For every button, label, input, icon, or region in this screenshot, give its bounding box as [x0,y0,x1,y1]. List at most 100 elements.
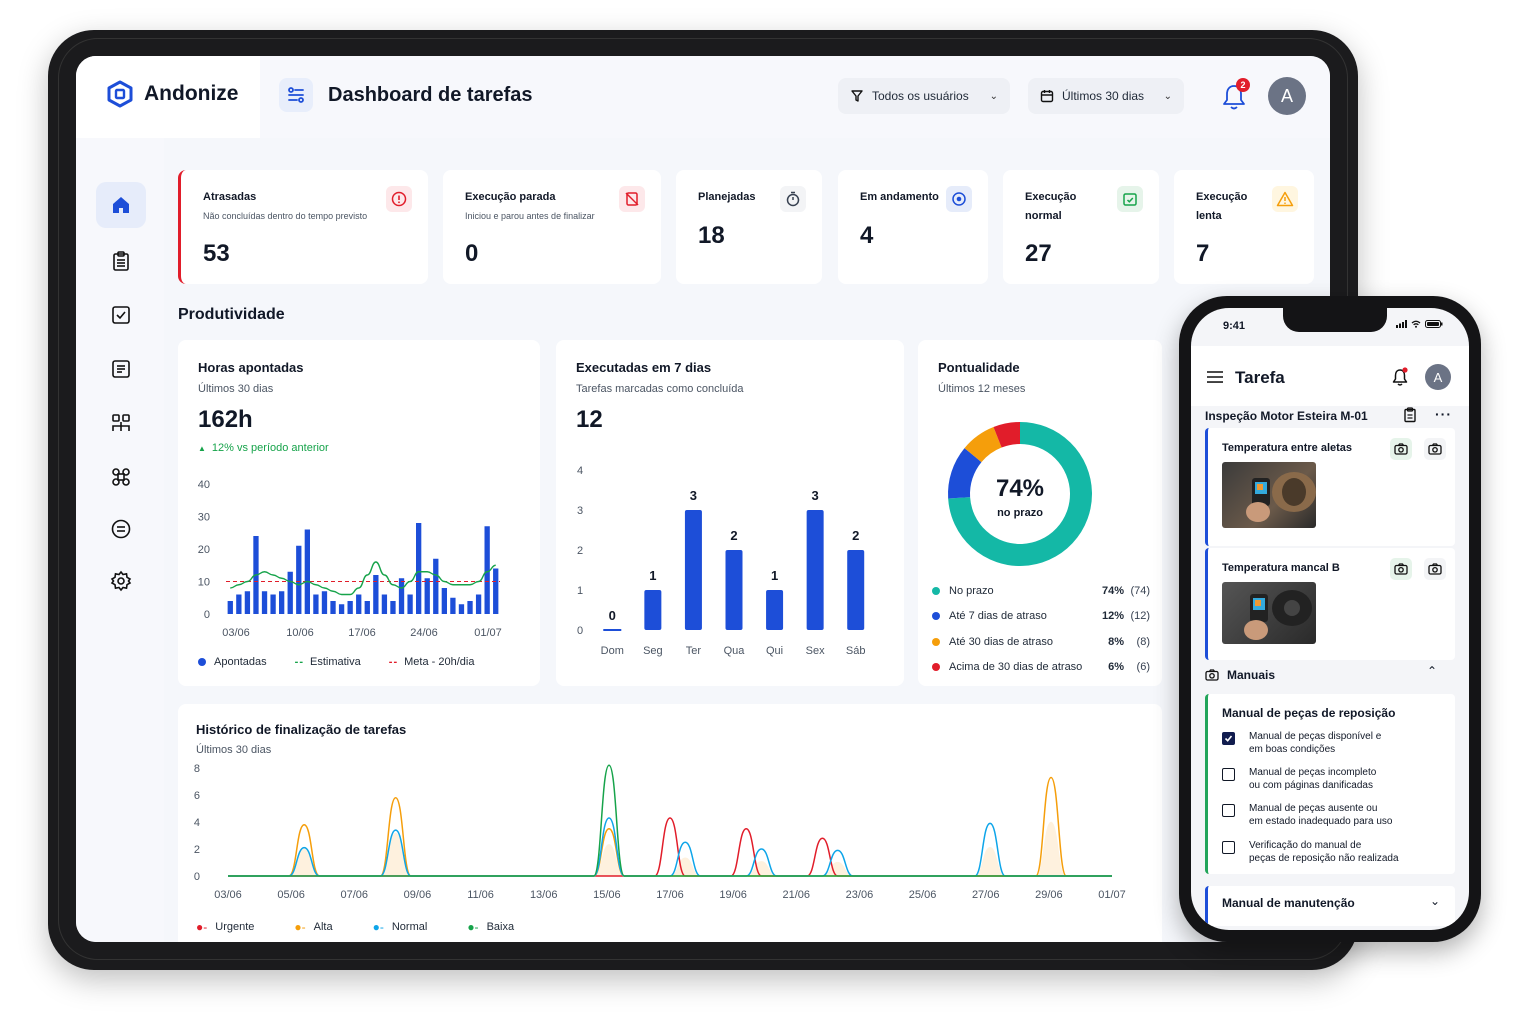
sidebar-item-feedback[interactable] [96,506,146,552]
sidebar-item-team[interactable] [96,400,146,446]
bell-icon[interactable] [1391,367,1409,387]
checklist-label-line: Manual de peças disponível e [1249,731,1382,742]
x-tick-label: 15/06 [593,889,621,901]
legend-item-goal: - - Meta - 20h/dia [389,656,475,668]
checklist-label: Manual de peças ausente ou em estado inad… [1249,802,1392,828]
manuals-label: Manuais [1227,668,1276,682]
thermal-photo-thumbnail[interactable] [1222,462,1316,528]
x-tick-label: 21/06 [783,889,811,901]
x-tick-label: 13/06 [530,889,558,901]
users-filter-value: Todos os usuários [872,89,969,103]
x-tick-label: 17/06 [656,889,684,901]
y-tick-label: 30 [198,512,210,524]
x-tick-label: 01/07 [1098,889,1126,901]
clipboard-icon[interactable] [1403,407,1417,423]
phone-avatar[interactable]: A [1425,364,1451,390]
calendar-check-icon [1117,186,1143,212]
checkbox[interactable] [1222,768,1235,781]
more-options-icon[interactable]: ··· [1435,406,1452,422]
kpi-card-stopped[interactable]: Execução parada Iniciou e parou antes de… [443,170,661,284]
y-tick-label: 0 [204,609,210,621]
sidebar-item-tasks[interactable] [96,238,146,284]
checkbox[interactable] [1222,804,1235,817]
x-tick-label: 11/06 [467,889,494,901]
brand-logo[interactable]: Andonize [106,80,239,108]
camera-icon[interactable] [1424,438,1446,460]
x-tick-label: 05/06 [277,889,305,901]
period-filter-select[interactable]: Últimos 30 dias ⌄ [1028,78,1184,114]
checklist-item[interactable]: Verificação do manual de peças de reposiç… [1222,839,1399,865]
checklist-item[interactable]: Manual de peças disponível e em boas cond… [1222,730,1381,756]
y-tick-label: 0 [577,625,583,637]
kpi-card-in-progress[interactable]: Em andamento 4 [838,170,988,284]
bar [407,594,413,614]
camera-icon[interactable] [1390,558,1412,580]
legend-label: Alta [313,921,333,933]
data-label: 2 [730,528,737,543]
brand-panel [76,56,260,138]
bar [356,594,362,614]
andonize-logo-icon [107,80,133,108]
page-title: Dashboard de tarefas [328,84,533,106]
sidebar-item-checklist[interactable] [96,292,146,338]
legend-dot [932,637,940,646]
y-tick-label: 8 [194,763,200,775]
checklist-label-line: Manual de peças ausente ou [1249,803,1378,814]
wifi-icon [1412,320,1421,328]
bar [475,594,482,614]
checklist-item[interactable]: Manual de peças incompleto ou com páginas… [1222,766,1376,792]
card-title: Temperatura entre aletas [1222,442,1353,454]
smile-icon [111,519,131,539]
measurement-card[interactable]: Temperatura entre aletas [1205,428,1455,546]
legend-item-low: ●- Baixa [467,920,514,934]
series-line [227,764,1112,877]
users-filter-select[interactable]: Todos os usuários ⌄ [838,78,1010,114]
y-tick-label: 40 [198,479,210,491]
hours-legend: Apontadas - - Estimativa - - Meta - 20h/di… [198,656,474,668]
camera-icon [1205,669,1219,681]
data-label: 2 [852,528,859,543]
executed-chart: 0 1 2 3 4 0 Dom 1 Seg 3 Ter 2 Qua 1 Qui 3 Sex 2 Sáb [577,465,866,657]
legend-pct: 74% [1101,584,1124,597]
checklist-label-line: em boas condições [1249,744,1336,755]
bar [321,591,328,614]
status-icons [1395,320,1443,330]
kpi-card-planned[interactable]: Planejadas 18 [676,170,822,284]
checklist-item[interactable]: Manual de peças ausente ou em estado inad… [1222,802,1392,828]
bar [725,550,743,630]
kpi-title: Execução parada [465,191,556,203]
chevron-up-icon[interactable]: ⌃ [1427,664,1438,678]
camera-icon[interactable] [1424,558,1446,580]
bar [296,545,302,614]
history-legend: ●- Urgente ●- Alta ●- Normal ●- Baixa [196,920,514,934]
thermal-photo-thumbnail[interactable] [1222,582,1316,644]
y-tick-label: 1 [577,585,583,597]
manual-card-collapsed[interactable]: Manual de manutenção ⌄ [1205,886,1455,926]
period-filter-value: Últimos 30 dias [1062,89,1145,103]
kpi-card-normal[interactable]: Execução normal 27 [1003,170,1159,284]
camera-icon[interactable] [1390,438,1412,460]
measurement-card[interactable]: Temperatura mancal B [1205,548,1455,660]
sidebar-item-groups[interactable] [96,454,146,500]
manuals-section-header[interactable]: Manuais [1205,668,1275,682]
sidebar-item-documents[interactable] [96,346,146,392]
checkbox[interactable] [1222,841,1235,854]
user-avatar[interactable]: A [1268,77,1306,115]
x-tick-label: 19/06 [719,889,747,901]
kpi-card-slow[interactable]: Execução lenta 7 [1174,170,1314,284]
hamburger-menu-icon[interactable] [1207,370,1223,384]
bar [467,601,473,614]
checklist-icon [112,306,130,324]
sidebar-item-home[interactable] [96,182,146,228]
card-title: Histórico de finalização de tarefas [196,722,407,737]
kpi-value: 0 [465,240,479,267]
sidebar-item-settings[interactable] [96,558,146,604]
kpi-value: 4 [860,222,874,249]
kpi-card-late[interactable]: Atrasadas Não concluídas dentro do tempo… [178,170,428,284]
bar [287,571,293,614]
checklist-label-line: peças de reposição não realizada [1249,853,1399,864]
checkbox-checked[interactable] [1222,732,1235,745]
top-bar: Andonize Dashboard de tarefas Todos os u… [76,56,1330,138]
kpi-title: Execução [1196,191,1248,203]
battery-icon [1425,320,1443,328]
